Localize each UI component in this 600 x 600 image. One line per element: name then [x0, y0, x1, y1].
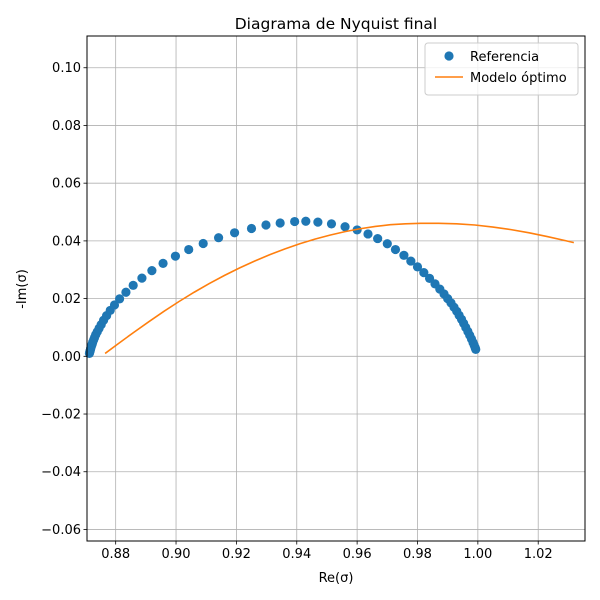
referencia-point: [399, 250, 409, 260]
legend-marker-referencia: [444, 51, 454, 61]
modelo-optimo-line: [104, 222, 575, 355]
x-tick-label: 0.88: [101, 547, 130, 562]
referencia-point: [121, 287, 131, 297]
axis-ticks: 0.88 0.90 0.92 0.94 0.96 0.98 1.00 1.02 −0.06 −0.…: [41, 61, 553, 562]
y-tick-label: 0.06: [52, 177, 81, 192]
referencia-point: [213, 233, 224, 243]
legend-label-referencia: Referencia: [470, 50, 539, 65]
referencia-point: [246, 223, 257, 234]
referencia-point: [170, 251, 181, 261]
y-tick-label: −0.02: [41, 408, 81, 423]
referencia-point: [275, 218, 285, 228]
referencia-point: [114, 294, 125, 304]
referencia-point: [229, 228, 240, 238]
referencia-point: [198, 238, 208, 249]
legend-label-modelo-optimo: Modelo óptimo: [470, 71, 567, 86]
referencia-point: [137, 273, 147, 283]
x-tick-label: 0.92: [222, 547, 251, 562]
referencia-point: [158, 258, 168, 268]
referencia-point: [412, 262, 423, 272]
referencia-point: [290, 216, 300, 227]
x-tick-label: 0.94: [282, 547, 311, 562]
grid: [87, 36, 585, 541]
x-tick-label: 1.02: [524, 547, 553, 562]
plot-frame: [86, 35, 586, 542]
y-tick-label: −0.06: [41, 523, 81, 538]
referencia-point: [363, 229, 373, 239]
referencia-point: [419, 268, 429, 278]
referencia-point: [301, 216, 311, 226]
y-tick-label: 0.02: [52, 292, 81, 307]
referencia-point: [128, 280, 138, 290]
referencia-point: [326, 219, 337, 229]
legend-box: [424, 42, 579, 96]
chart-title: Diagrama de Nyquist final: [235, 15, 437, 33]
referencia-point: [313, 217, 323, 227]
y-tick-label: 0.10: [52, 61, 81, 76]
y-axis-label: -Im(σ): [15, 269, 30, 309]
legend: Referencia Modelo óptimo: [424, 42, 579, 96]
referencia-point: [261, 220, 271, 230]
referencia-point: [184, 244, 194, 255]
referencia-point: [373, 233, 383, 244]
referencia-point: [340, 222, 350, 232]
y-tick-label: −0.04: [41, 465, 81, 480]
y-tick-label: 0.00: [52, 350, 81, 365]
referencia-point: [147, 266, 157, 276]
referencia-point: [406, 256, 416, 266]
referencia-point: [471, 344, 481, 354]
referencia-point: [382, 239, 392, 249]
x-tick-label: 0.96: [343, 547, 372, 562]
referencia-point: [109, 300, 120, 310]
x-axis-label: Re(σ): [319, 571, 354, 586]
x-tick-label: 0.98: [403, 547, 432, 562]
y-tick-label: 0.04: [52, 234, 81, 249]
x-tick-label: 0.90: [162, 547, 191, 562]
x-tick-label: 1.00: [463, 547, 492, 562]
referencia-point: [390, 244, 401, 255]
y-tick-label: 0.08: [52, 119, 81, 134]
